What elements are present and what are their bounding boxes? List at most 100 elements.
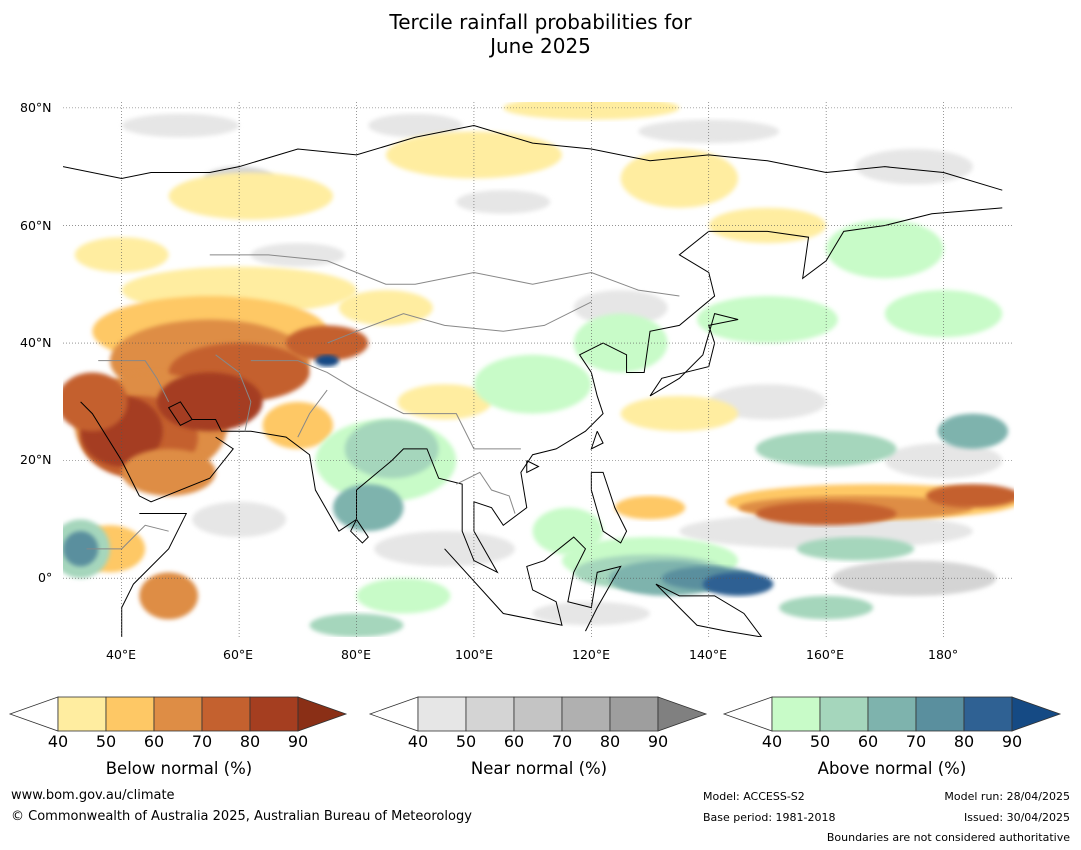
probability-patch (620, 395, 739, 432)
coastline (167, 207, 1003, 574)
probability-patch (397, 384, 492, 420)
coastline (80, 401, 234, 503)
coastline (590, 431, 604, 450)
coastline (649, 313, 739, 397)
probability-patch (262, 401, 334, 449)
above-normal-title: Above normal (%) (817, 759, 967, 778)
near-colorbar-segment (561, 696, 611, 732)
near-tick-50: 50 (455, 732, 477, 751)
below-colorbar-segment (153, 696, 203, 732)
country-border (326, 301, 592, 344)
probability-patch (250, 243, 345, 267)
lon-label-140e: 140°E (689, 647, 728, 662)
lat-label-60n: 60°N (20, 218, 52, 233)
probability-patch (708, 207, 827, 244)
coastline (590, 471, 628, 544)
probability-patch (473, 354, 592, 414)
probability-patch (614, 495, 686, 520)
near-colorbar (368, 696, 708, 732)
probability-patch (309, 613, 404, 637)
near-tick-60: 60 (503, 732, 525, 751)
model-run-text: Model run: 28/04/2025 (944, 790, 1070, 803)
near-colorbar-segment (609, 696, 659, 732)
probability-patch (884, 442, 1003, 479)
lon-label-180: 180° (928, 647, 959, 662)
near-colorbar-right-triangle (657, 696, 708, 732)
country-border (250, 360, 521, 450)
base-period-text: Base period: 1981-2018 (703, 811, 836, 824)
lon-label-60e: 60°E (223, 647, 254, 662)
near-tick-90: 90 (647, 732, 669, 751)
above-colorbar-left-triangle (722, 696, 773, 732)
coastline (350, 519, 369, 544)
probability-patch (139, 572, 199, 620)
probability-shading (63, 102, 1014, 637)
below-tick-80: 80 (239, 732, 261, 751)
probability-patch (779, 595, 874, 620)
coastline (63, 125, 1003, 191)
lon-label-100e: 100°E (455, 647, 494, 662)
website-link[interactable]: www.bom.gov.au/climate (11, 788, 175, 803)
below-tick-70: 70 (191, 732, 213, 751)
issued-text: Issued: 30/04/2025 (963, 811, 1070, 824)
probability-patch (708, 384, 827, 420)
country-border (86, 524, 169, 550)
below-colorbar-left-triangle (8, 696, 59, 732)
probability-patch (702, 572, 774, 596)
below-colorbar-segment (249, 696, 299, 732)
above-colorbar-segment (963, 696, 1013, 732)
probability-patch (573, 313, 668, 373)
probability-patch (855, 149, 973, 185)
probability-patch (385, 131, 562, 179)
probability-patch (374, 531, 516, 567)
lon-label-160e: 160°E (806, 647, 845, 662)
near-normal-title: Near normal (%) (470, 759, 608, 778)
coastlines (63, 125, 1003, 637)
lat-label-20n: 20°N (20, 452, 52, 467)
probability-patch (826, 219, 944, 279)
map-title-line2: June 2025 (490, 34, 591, 58)
lon-label-80e: 80°E (341, 647, 372, 662)
coastline (444, 536, 622, 632)
above-tick-70: 70 (905, 732, 927, 751)
probability-patch (456, 190, 551, 214)
probability-patch (315, 354, 339, 367)
below-tick-40: 40 (47, 732, 69, 751)
lat-label-40n: 40°N (20, 335, 52, 350)
probability-patch (532, 507, 604, 555)
coastline (526, 460, 540, 474)
below-tick-60: 60 (143, 732, 165, 751)
above-colorbar-segment (819, 696, 869, 732)
near-tick-40: 40 (407, 732, 429, 751)
below-colorbar (8, 696, 348, 732)
probability-patch (697, 296, 838, 344)
lon-label-120e: 120°E (572, 647, 611, 662)
probability-patch (344, 419, 439, 479)
below-colorbar-segment (201, 696, 251, 732)
gridlines (63, 102, 1014, 637)
lat-label-0: 0° (38, 570, 53, 585)
probability-patch (356, 578, 451, 614)
probability-patch (63, 372, 128, 432)
above-colorbar-segment (867, 696, 917, 732)
probability-patch (338, 290, 433, 326)
probability-patch (156, 372, 263, 432)
above-tick-40: 40 (761, 732, 783, 751)
near-tick-80: 80 (599, 732, 621, 751)
probability-patch (884, 290, 1003, 338)
probability-patch (832, 560, 997, 596)
probability-patch (620, 149, 739, 208)
above-tick-50: 50 (809, 732, 831, 751)
below-colorbar-right-triangle (297, 696, 348, 732)
below-tick-90: 90 (287, 732, 309, 751)
below-colorbar-segment (105, 696, 155, 732)
probability-patch (925, 484, 1014, 508)
near-tick-70: 70 (551, 732, 573, 751)
below-tick-50: 50 (95, 732, 117, 751)
lon-label-40e: 40°E (106, 647, 137, 662)
country-border (297, 389, 328, 438)
above-colorbar-right-triangle (1011, 696, 1062, 732)
disclaimer-text: Boundaries are not considered authoritat… (826, 831, 1070, 844)
above-colorbar-segment (771, 696, 821, 732)
near-colorbar-segment (417, 696, 467, 732)
